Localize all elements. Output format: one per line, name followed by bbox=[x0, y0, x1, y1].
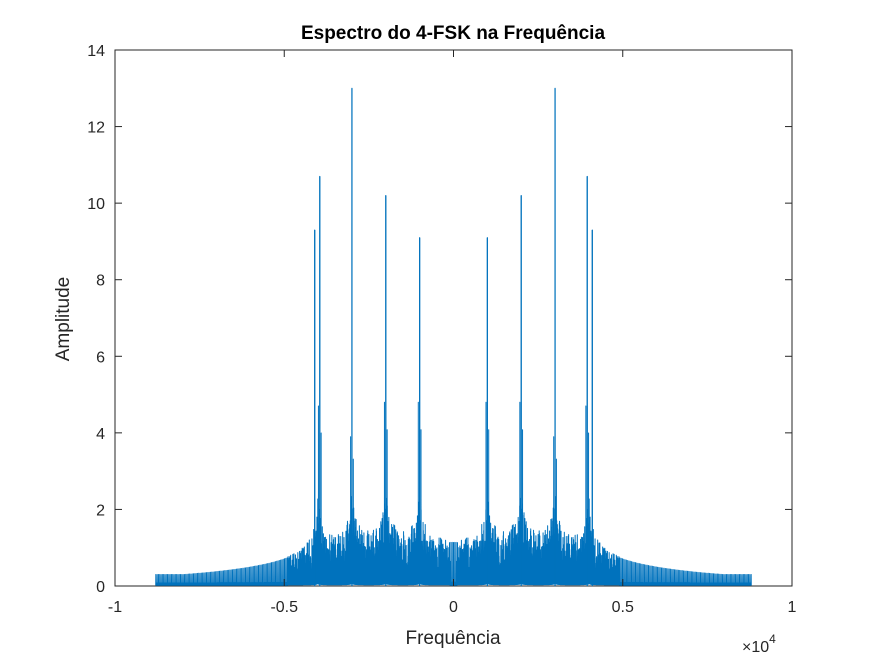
y-tick-label: 8 bbox=[96, 273, 105, 290]
data-layer bbox=[155, 87, 752, 586]
x-tick-label: -0.5 bbox=[270, 599, 298, 616]
x-tick-label: -1 bbox=[108, 599, 122, 616]
x-tick-label: 0.5 bbox=[612, 599, 634, 616]
y-tick-label: 14 bbox=[87, 43, 105, 60]
y-axis-title: Amplitude bbox=[53, 277, 74, 362]
x-tick-label: 0 bbox=[449, 599, 458, 616]
axes-box bbox=[114, 49, 793, 587]
y-tick-label: 2 bbox=[96, 502, 105, 519]
y-tick-label: 4 bbox=[96, 426, 105, 443]
y-tick-label: 6 bbox=[96, 349, 105, 366]
x-axis-exponent-base: ×10 bbox=[742, 639, 769, 656]
chart-title: Espectro do 4-FSK na Frequência bbox=[301, 23, 605, 44]
x-axis-exponent: ×104 bbox=[742, 632, 776, 656]
y-tick-label: 0 bbox=[96, 579, 105, 596]
y-tick-label: 10 bbox=[87, 196, 105, 213]
x-tick-label: 1 bbox=[788, 599, 797, 616]
x-axis-exponent-power: 4 bbox=[769, 632, 776, 646]
y-tick-label: 12 bbox=[87, 120, 105, 137]
spectrum-line bbox=[155, 87, 752, 586]
x-axis-title: Frequência bbox=[405, 628, 500, 649]
